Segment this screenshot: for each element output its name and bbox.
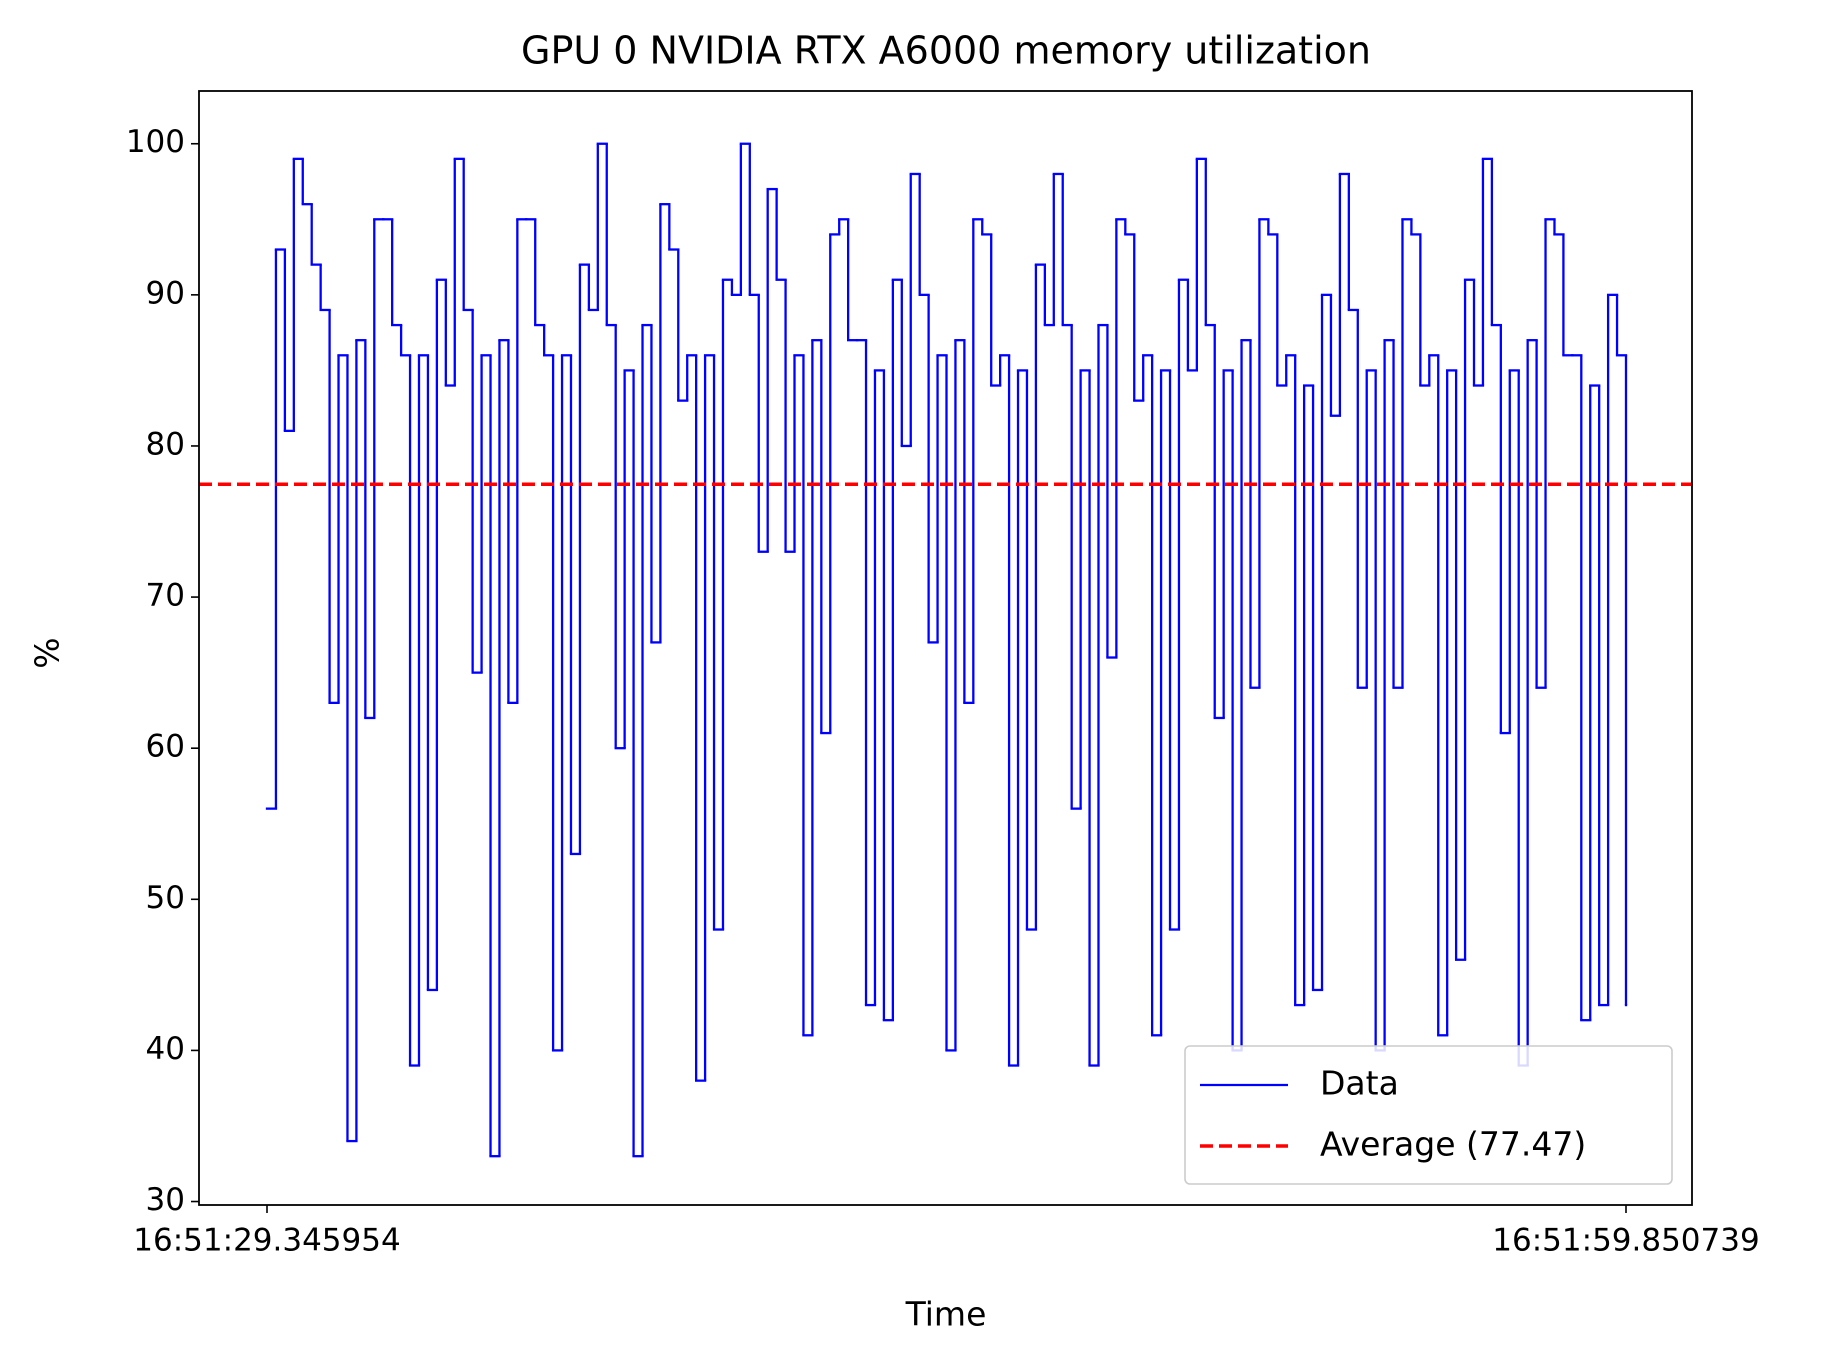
axes-frame [198,90,1693,1206]
y-tick-label: 30 [146,1182,185,1218]
y-tick-label: 100 [126,124,185,160]
y-tick-label: 70 [146,578,185,614]
y-tick-label: 90 [146,275,185,311]
x-tick-label: 16:51:29.345954 [133,1223,400,1259]
legend-label: Data [1320,1064,1399,1103]
legend-label: Average (77.47) [1320,1125,1586,1164]
y-tick-label: 80 [146,426,185,462]
y-tick-label: 60 [146,729,185,765]
y-tick-label: 50 [146,880,185,916]
y-axis-label: % [28,637,67,668]
chart-title: GPU 0 NVIDIA RTX A6000 memory utilizatio… [521,29,1371,73]
legend-box [1184,1045,1673,1185]
y-tick-label: 40 [146,1031,185,1067]
series [265,142,1628,1158]
x-tick-label: 16:51:59.850739 [1492,1223,1759,1259]
x-axis-label: Time [905,1295,987,1334]
